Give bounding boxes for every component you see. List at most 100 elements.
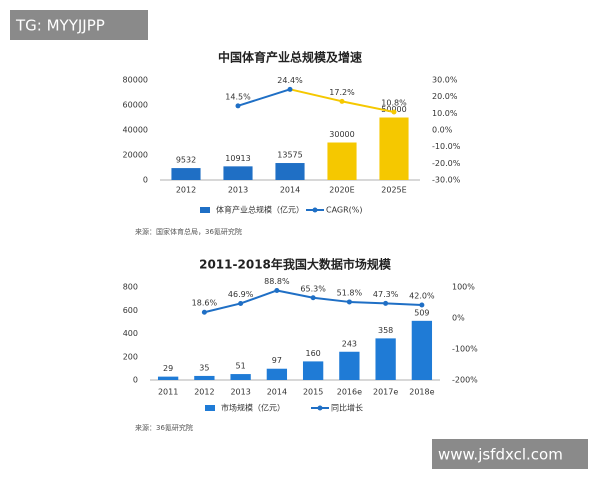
y2-tick-label: 0% [452, 314, 465, 323]
x-tick-label: 2018e [409, 388, 434, 397]
line-value-label: 10.8% [381, 99, 407, 108]
y-tick-label: 20000 [123, 151, 148, 160]
y2-tick-label: -30.0% [432, 176, 461, 185]
x-tick-label: 2014 [280, 186, 300, 195]
line-segment [349, 300, 386, 305]
y-tick-label: 40000 [123, 126, 148, 135]
line-point [310, 295, 316, 301]
y2-tick-label: -10.0% [432, 142, 461, 151]
x-tick-label: 2013 [228, 186, 248, 195]
bar-value-label: 10913 [225, 154, 250, 163]
line-point [391, 109, 397, 115]
line-segment [276, 289, 314, 299]
x-tick-label: 2014 [267, 388, 287, 397]
y-tick-label: 800 [123, 283, 138, 292]
line-point [287, 86, 293, 92]
bar [379, 117, 409, 180]
y2-tick-label: 0.0% [432, 126, 453, 135]
watermark-text: www.jsfdxcl.com [438, 446, 563, 464]
line-value-label: 42.0% [409, 291, 435, 300]
x-tick-label: 2020E [329, 186, 354, 195]
y-tick-label: 60000 [123, 101, 148, 110]
y2-tick-label: -100% [452, 345, 478, 354]
source-note: 来源：国家体育总局，36氪研究院 [135, 227, 242, 236]
y-tick-label: 400 [123, 329, 138, 338]
x-tick-label: 2012 [176, 186, 196, 195]
bar [171, 168, 201, 180]
line-point [235, 103, 241, 109]
y-tick-label: 200 [123, 352, 138, 361]
line-segment [237, 88, 291, 107]
bar [266, 368, 288, 380]
x-tick-label: 2013 [230, 388, 250, 397]
legend-label: 同比增长 [331, 403, 363, 413]
x-tick-label: 2016e [337, 388, 362, 397]
legend-swatch [200, 207, 210, 213]
line-point [383, 300, 389, 306]
y2-tick-label: -20.0% [432, 159, 461, 168]
bar-value-label: 97 [272, 356, 282, 365]
y-tick-label: 600 [123, 306, 138, 315]
x-tick-label: 2012 [194, 388, 214, 397]
line-segment [204, 302, 241, 314]
bar-value-label: 30000 [329, 130, 354, 139]
line-point [339, 98, 345, 104]
y2-tick-label: 20.0% [432, 92, 458, 101]
line-point [274, 287, 280, 293]
line-value-label: 88.8% [264, 277, 290, 286]
legend-label: 体育产业总规模（亿元） [216, 205, 304, 215]
bar-value-label: 13575 [277, 151, 302, 160]
line-value-label: 65.3% [300, 284, 326, 293]
line-point [346, 299, 352, 305]
line-segment [289, 88, 343, 103]
line-value-label: 24.4% [277, 76, 303, 85]
bar [327, 142, 357, 180]
line-value-label: 46.9% [228, 290, 254, 299]
line-value-label: 51.8% [337, 288, 363, 297]
line-value-label: 17.2% [329, 88, 355, 97]
watermark-text: TG: MYYJJPP [15, 17, 105, 35]
line-segment [240, 289, 278, 305]
line-value-label: 14.5% [225, 92, 251, 101]
line-value-label: 47.3% [373, 290, 399, 299]
bar [339, 351, 360, 380]
bar [157, 376, 179, 380]
y2-tick-label: 10.0% [432, 109, 458, 118]
bar-value-label: 35 [199, 363, 209, 372]
x-tick-label: 2025E [381, 186, 406, 195]
y-tick-label: 0 [143, 176, 148, 185]
line-segment [341, 100, 395, 113]
bar [194, 375, 215, 380]
line-point [201, 309, 207, 315]
bar [230, 374, 251, 380]
bar [302, 361, 324, 380]
y2-tick-label: -200% [452, 376, 478, 385]
y-tick-label: 0 [133, 376, 138, 385]
bar [375, 338, 396, 380]
watermark-box [432, 439, 588, 469]
line-point [238, 300, 244, 306]
bar-value-label: 9532 [176, 156, 196, 165]
legend-swatch [205, 405, 215, 411]
x-tick-label: 2015 [303, 388, 323, 397]
line-segment [313, 296, 350, 303]
line-point [419, 302, 425, 308]
watermark-box [10, 10, 148, 40]
bar [411, 320, 433, 380]
legend-label: CAGR(%) [326, 206, 363, 215]
legend-label: 市场规模（亿元） [221, 403, 285, 413]
bar [275, 163, 305, 180]
y-tick-label: 80000 [123, 76, 148, 85]
bar-value-label: 358 [378, 326, 393, 335]
y2-tick-label: 30.0% [432, 76, 458, 85]
chart-title: 中国体育产业总规模及增速 [218, 50, 362, 65]
legend-swatch [317, 405, 323, 411]
bar-value-label: 160 [305, 349, 320, 358]
chart-title: 2011-2018年我国大数据市场规模 [199, 257, 392, 272]
bar-value-label: 243 [342, 339, 357, 348]
bar-value-label: 51 [236, 362, 246, 371]
x-tick-label: 2011 [158, 388, 178, 397]
bar-value-label: 509 [414, 308, 429, 317]
